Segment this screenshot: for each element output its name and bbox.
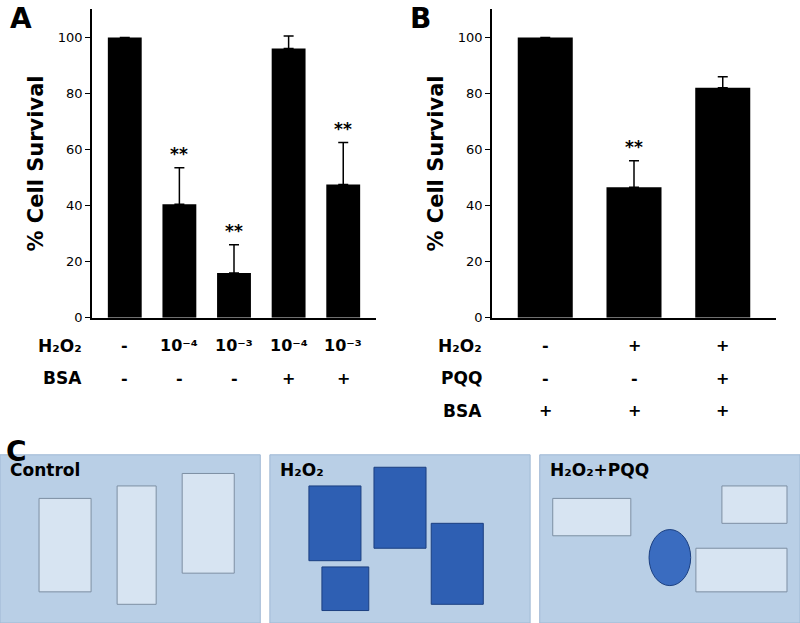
svg-text:% Cell Survival: % Cell Survival: [424, 75, 448, 251]
svg-text:-: -: [542, 369, 549, 388]
svg-text:**: **: [334, 119, 352, 139]
svg-text:-: -: [121, 369, 128, 388]
svg-text:100: 100: [458, 30, 483, 45]
svg-text:10⁻³: 10⁻³: [324, 336, 362, 355]
svg-text:-: -: [542, 336, 549, 355]
svg-text:-: -: [231, 369, 238, 388]
svg-text:H₂O₂: H₂O₂: [280, 460, 324, 480]
svg-text:+: +: [716, 336, 729, 355]
svg-text:B: B: [410, 2, 431, 35]
svg-text:0: 0: [474, 310, 482, 325]
svg-text:H₂O₂: H₂O₂: [38, 336, 82, 356]
svg-text:80: 80: [66, 86, 83, 101]
svg-text:**: **: [625, 137, 643, 157]
svg-text:A: A: [10, 2, 32, 35]
svg-text:100: 100: [58, 30, 83, 45]
svg-text:H₂O₂+PQQ: H₂O₂+PQQ: [550, 460, 649, 480]
svg-text:10⁻⁴: 10⁻⁴: [270, 336, 308, 355]
svg-text:20: 20: [66, 254, 83, 269]
svg-text:0: 0: [74, 310, 82, 325]
svg-text:+: +: [716, 401, 729, 420]
svg-text:+: +: [628, 336, 641, 355]
svg-text:-: -: [176, 369, 183, 388]
svg-text:60: 60: [66, 142, 83, 157]
svg-text:+: +: [539, 401, 552, 420]
svg-text:-: -: [121, 336, 128, 355]
svg-text:BSA: BSA: [443, 401, 482, 421]
svg-text:**: **: [170, 144, 188, 164]
svg-text:40: 40: [466, 198, 483, 213]
svg-text:80: 80: [466, 86, 483, 101]
svg-text:20: 20: [466, 254, 483, 269]
svg-text:10⁻³: 10⁻³: [215, 336, 253, 355]
svg-text:**: **: [225, 221, 243, 241]
svg-text:% Cell Survival: % Cell Survival: [24, 75, 48, 251]
svg-text:+: +: [282, 369, 295, 388]
svg-text:10⁻⁴: 10⁻⁴: [160, 336, 198, 355]
svg-text:PQQ: PQQ: [441, 368, 482, 388]
svg-text:60: 60: [466, 142, 483, 157]
svg-text:H₂O₂: H₂O₂: [438, 336, 482, 356]
svg-text:Control: Control: [10, 460, 80, 480]
svg-text:-: -: [631, 369, 638, 388]
svg-text:+: +: [716, 369, 729, 388]
svg-text:C: C: [6, 435, 27, 468]
svg-text:BSA: BSA: [43, 368, 82, 388]
svg-text:40: 40: [66, 198, 83, 213]
svg-text:+: +: [337, 369, 350, 388]
svg-text:+: +: [628, 401, 641, 420]
